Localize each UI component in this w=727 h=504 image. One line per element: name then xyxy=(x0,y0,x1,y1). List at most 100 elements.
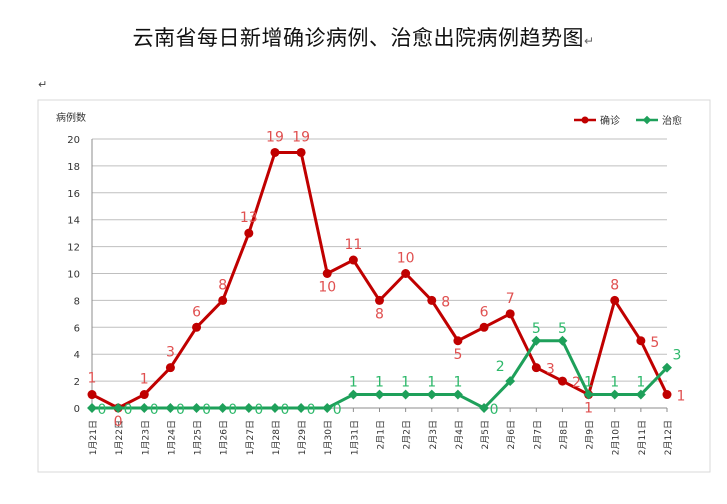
point-cured xyxy=(322,403,333,413)
point-confirmed xyxy=(531,363,541,373)
title-return-mark: ↵ xyxy=(583,34,595,48)
data-label-cured: 3 xyxy=(673,348,682,364)
x-tick-label: 1月21日 xyxy=(88,420,99,455)
series-line-confirmed xyxy=(91,150,669,410)
data-label-confirmed: 10 xyxy=(318,280,336,296)
y-tick-label: 18 xyxy=(67,162,80,173)
data-label-cured: 1 xyxy=(349,375,358,391)
point-cured xyxy=(400,389,411,400)
y-tick-label: 8 xyxy=(74,296,80,307)
x-tick-label: 1月26日 xyxy=(219,420,230,455)
point-confirmed xyxy=(636,336,646,346)
page-title-text: 云南省每日新增确诊病例、治愈出院病例趋势图 xyxy=(132,26,584,50)
data-label-cured: 0 xyxy=(333,402,342,418)
x-tick-label: 1月29日 xyxy=(297,420,308,455)
data-label-confirmed: 2 xyxy=(572,375,581,391)
data-label-confirmed: 8 xyxy=(610,277,619,293)
point-cured xyxy=(635,389,646,400)
y-tick-label: 14 xyxy=(67,216,80,227)
x-tick-label: 2月4日 xyxy=(454,420,465,449)
point-confirmed xyxy=(244,228,254,238)
data-label-cured: 1 xyxy=(375,375,384,391)
point-cured xyxy=(191,403,202,413)
x-tick-label: 1月31日 xyxy=(349,420,360,455)
point-confirmed xyxy=(270,147,280,157)
data-label-cured: 0 xyxy=(307,402,316,418)
y-axis-label: 病例数 xyxy=(56,111,86,124)
data-label-cured: 0 xyxy=(490,402,499,418)
data-label-confirmed: 10 xyxy=(397,251,415,267)
data-label-cured: 0 xyxy=(202,402,211,418)
point-confirmed xyxy=(375,295,384,305)
data-label-confirmed: 8 xyxy=(218,277,227,293)
point-cured xyxy=(139,403,150,413)
point-confirmed xyxy=(557,376,567,386)
data-label-cured: 1 xyxy=(453,375,462,391)
point-confirmed xyxy=(87,390,97,400)
point-confirmed xyxy=(165,363,175,373)
y-tick-label: 6 xyxy=(74,323,80,334)
point-cured xyxy=(557,335,568,346)
point-confirmed xyxy=(427,295,437,305)
x-tick-label: 1月27日 xyxy=(245,420,256,455)
point-cured xyxy=(165,403,176,413)
x-tick-label: 2月10日 xyxy=(611,420,622,455)
data-label-confirmed: 6 xyxy=(480,304,489,320)
data-label-confirmed: 8 xyxy=(375,306,384,322)
y-tick-label: 12 xyxy=(67,243,80,254)
point-confirmed xyxy=(348,255,358,265)
point-confirmed xyxy=(322,269,332,278)
x-tick-label: 2月8日 xyxy=(558,420,569,449)
data-label-cured: 1 xyxy=(427,375,436,391)
data-label-confirmed: 1 xyxy=(677,389,686,405)
point-confirmed xyxy=(453,336,463,346)
data-label-cured: 5 xyxy=(558,321,567,337)
point-cured xyxy=(452,389,463,400)
x-tick-label: 2月5日 xyxy=(480,420,491,449)
data-label-confirmed: 0 xyxy=(114,414,123,430)
point-cured xyxy=(348,389,359,400)
data-label-confirmed: 7 xyxy=(506,291,515,307)
point-confirmed xyxy=(139,390,149,400)
data-label-cured: 0 xyxy=(228,402,237,418)
point-confirmed xyxy=(296,147,306,157)
data-label-confirmed: 11 xyxy=(344,237,362,253)
data-label-cured: 5 xyxy=(532,321,541,337)
data-label-confirmed: 5 xyxy=(453,347,462,363)
data-label-confirmed: 1 xyxy=(584,401,593,417)
point-confirmed xyxy=(505,309,515,319)
data-label-confirmed: 3 xyxy=(546,362,555,378)
x-tick-label: 2月2日 xyxy=(402,420,413,449)
y-tick-label: 10 xyxy=(67,270,80,281)
legend-marker xyxy=(581,116,589,124)
x-tick-label: 2月12日 xyxy=(663,420,674,455)
data-label-confirmed: 5 xyxy=(650,335,659,351)
data-label-confirmed: 1 xyxy=(140,372,149,388)
data-label-cured: 1 xyxy=(401,375,410,391)
point-cured xyxy=(583,389,594,400)
x-tick-label: 1月24日 xyxy=(166,420,177,455)
data-label-cured: 1 xyxy=(636,375,645,391)
point-cured xyxy=(531,335,542,346)
point-cured xyxy=(505,376,516,387)
y-tick-label: 16 xyxy=(67,189,80,200)
data-label-cured: 0 xyxy=(176,402,185,418)
data-label-cured: 2 xyxy=(496,359,505,375)
point-confirmed xyxy=(610,295,620,305)
x-tick-label: 2月1日 xyxy=(376,420,387,449)
data-label-cured: 0 xyxy=(150,402,159,418)
point-cured xyxy=(243,403,254,413)
point-cured xyxy=(426,389,437,400)
x-tick-label: 1月22日 xyxy=(114,420,125,455)
y-tick-label: 4 xyxy=(74,350,80,361)
page-title: 云南省每日新增确诊病例、治愈出院病例趋势图↵ xyxy=(0,22,727,52)
x-tick-label: 1月28日 xyxy=(271,420,282,455)
point-cured xyxy=(662,362,672,373)
point-confirmed xyxy=(662,390,672,400)
legend-label: 确诊 xyxy=(600,114,620,127)
x-tick-label: 1月23日 xyxy=(140,420,151,455)
data-label-cured: 0 xyxy=(124,402,133,418)
y-tick-label: 2 xyxy=(74,377,80,388)
